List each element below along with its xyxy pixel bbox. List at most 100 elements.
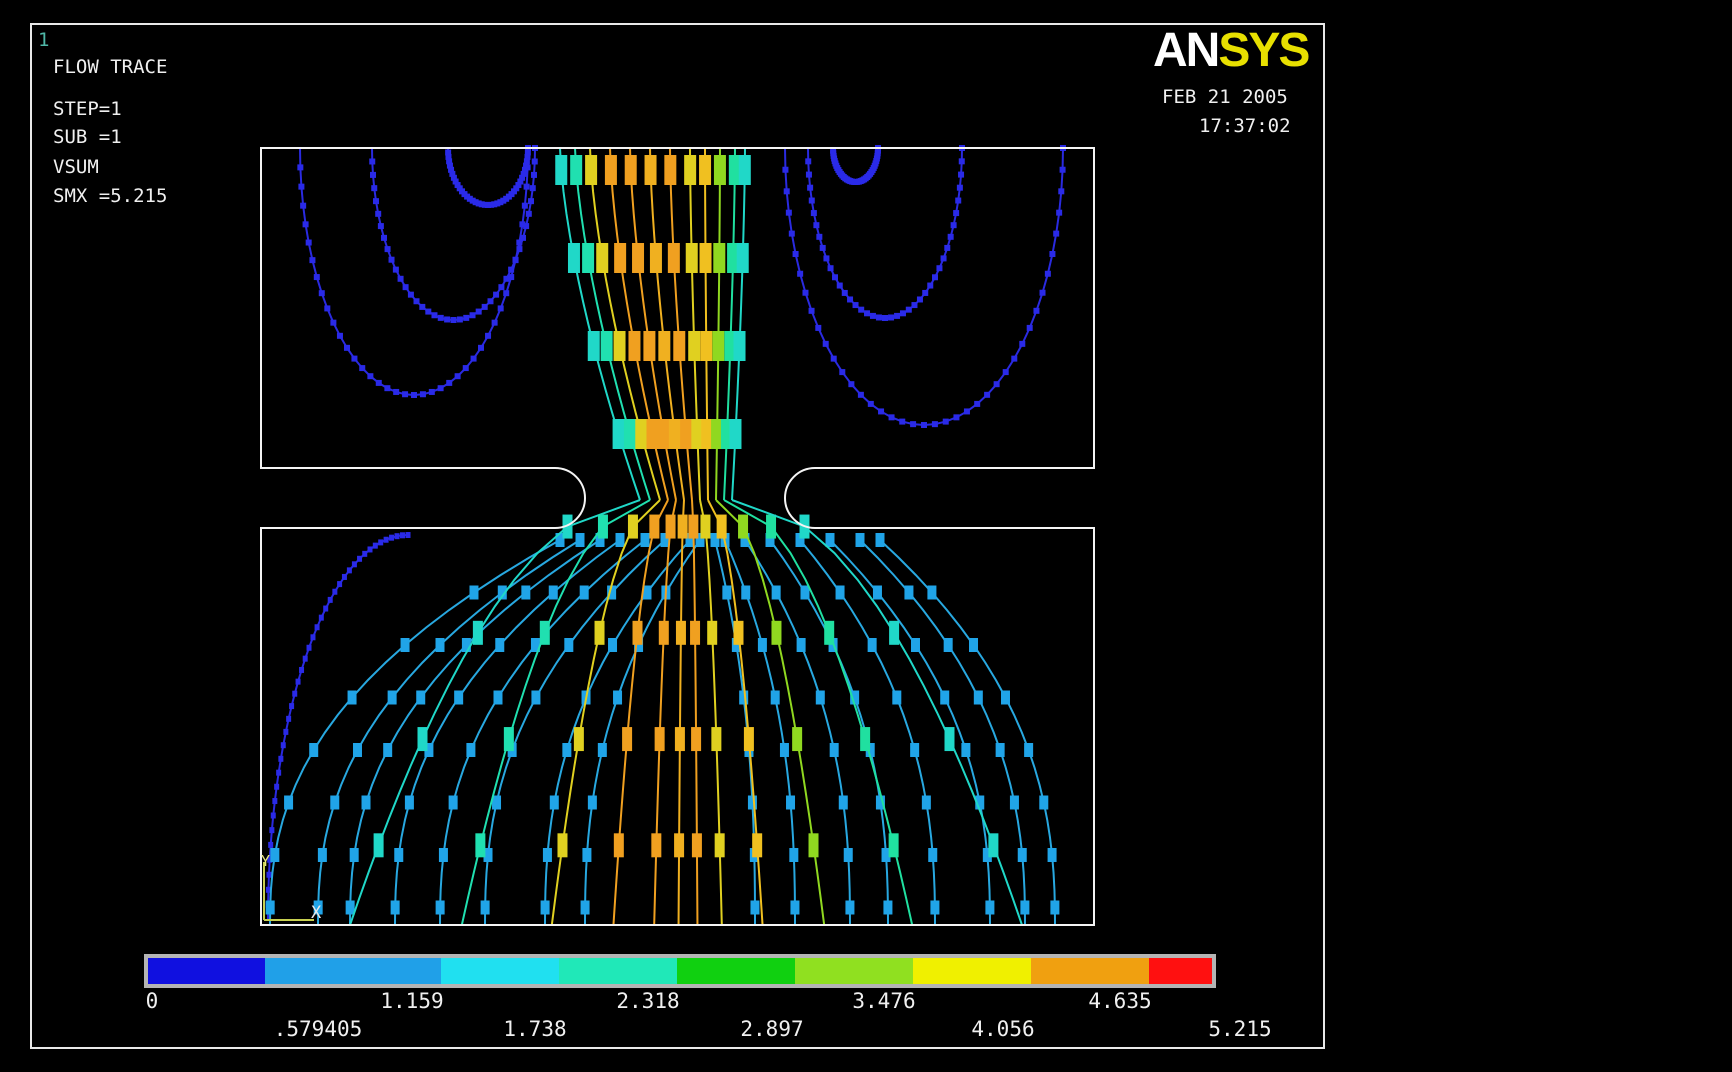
streamline-marker — [567, 243, 580, 273]
streamline-marker — [341, 573, 347, 580]
streamline-marker — [1044, 270, 1051, 277]
streamline-marker — [905, 306, 912, 313]
streamline-marker — [343, 344, 350, 351]
streamline-marker — [875, 314, 882, 321]
streamline-marker — [517, 178, 524, 185]
streamline-marker — [295, 678, 301, 685]
streamline-marker — [823, 255, 830, 262]
streamline-marker — [888, 833, 899, 858]
streamline-marker — [728, 155, 741, 185]
streamline-marker — [985, 900, 995, 915]
streamline-marker — [680, 419, 693, 449]
streamline-marker — [807, 184, 814, 191]
streamline-marker — [438, 848, 448, 862]
streamline-marker — [771, 585, 781, 600]
streamline-marker — [642, 585, 652, 600]
streamline-marker — [523, 183, 530, 190]
model-outline — [260, 147, 1095, 926]
streamline-marker — [485, 202, 491, 208]
streamline-marker — [738, 155, 751, 185]
streamline-marker — [349, 848, 359, 862]
streamline-marker — [743, 727, 754, 752]
streamline-marker — [1019, 340, 1026, 347]
streamline-marker — [475, 833, 486, 858]
streamline-marker — [402, 284, 409, 291]
streamline-marker — [888, 414, 895, 421]
streamline-marker — [624, 155, 637, 185]
streamline-marker — [503, 290, 510, 297]
streamline-marker — [822, 340, 829, 347]
streamline-marker — [963, 408, 970, 415]
streamline-marker — [710, 533, 720, 547]
streamline-marker — [370, 171, 377, 178]
streamline-marker — [729, 419, 742, 449]
streamline-marker — [367, 546, 373, 553]
legend-label-upper: 3.476 — [852, 989, 916, 1013]
streamline-marker — [390, 900, 400, 915]
streamline-marker — [388, 256, 395, 263]
streamline-marker — [667, 243, 680, 273]
streamline-marker — [819, 244, 826, 251]
streamline-marker — [796, 638, 806, 652]
streamline — [267, 534, 409, 921]
streamline-marker — [446, 379, 453, 386]
streamline-marker — [651, 833, 662, 858]
streamline-marker — [845, 900, 855, 915]
legend-swatch — [913, 958, 1031, 984]
streamline-marker — [542, 848, 552, 862]
streamline-marker — [988, 833, 999, 858]
streamline-marker — [525, 210, 532, 217]
streamline-marker — [337, 581, 343, 588]
streamline-marker — [658, 331, 671, 361]
substep-label: SUB =1 — [53, 126, 122, 148]
streamline-marker — [387, 690, 397, 705]
streamline-marker — [783, 188, 790, 195]
streamline-marker — [491, 201, 498, 208]
streamline — [691, 499, 699, 926]
streamline-marker — [1050, 900, 1060, 915]
streamline-marker — [1024, 743, 1034, 757]
streamline-marker — [485, 332, 492, 339]
streamline-marker — [284, 795, 294, 810]
streamline-marker — [927, 282, 934, 289]
streamline-marker — [792, 251, 799, 258]
streamline-marker — [944, 727, 955, 752]
streamline-marker — [529, 185, 536, 192]
streamline-marker — [531, 690, 541, 705]
streamline-marker — [446, 162, 453, 169]
streamline-marker — [531, 158, 538, 165]
streamline-marker — [771, 620, 782, 645]
streamline-marker — [336, 332, 343, 339]
streamline-marker — [351, 561, 357, 568]
legend-label-upper: 1.159 — [380, 989, 444, 1013]
streamline-marker — [313, 900, 323, 915]
streamline — [807, 147, 963, 320]
streamline-marker — [520, 170, 527, 177]
streamline-marker — [1017, 848, 1027, 862]
streamline-marker — [843, 848, 853, 862]
streamline-marker — [450, 317, 457, 323]
streamline-marker — [685, 533, 695, 547]
streamline-marker — [302, 221, 309, 228]
streamline-marker — [487, 298, 494, 305]
streamline-marker — [570, 155, 583, 185]
streamline-marker — [932, 274, 939, 281]
streamline-marker — [332, 588, 338, 595]
streamline-marker — [711, 419, 724, 449]
streamline-marker — [664, 155, 677, 185]
streamline-marker — [597, 514, 608, 539]
streamline-marker — [318, 290, 325, 297]
streamline-marker — [306, 644, 312, 651]
streamline-marker — [310, 634, 316, 641]
streamline-marker — [727, 243, 740, 273]
streamline-marker — [838, 795, 848, 810]
streamline-marker — [795, 533, 805, 547]
streamline-marker — [685, 243, 698, 273]
streamline-marker — [910, 638, 920, 652]
streamline-marker — [1009, 795, 1019, 810]
streamline-marker — [330, 795, 340, 810]
streamline-marker — [481, 303, 488, 310]
streamline-marker — [712, 331, 725, 361]
streamline-marker — [270, 848, 280, 862]
streamline-marker — [790, 900, 800, 915]
